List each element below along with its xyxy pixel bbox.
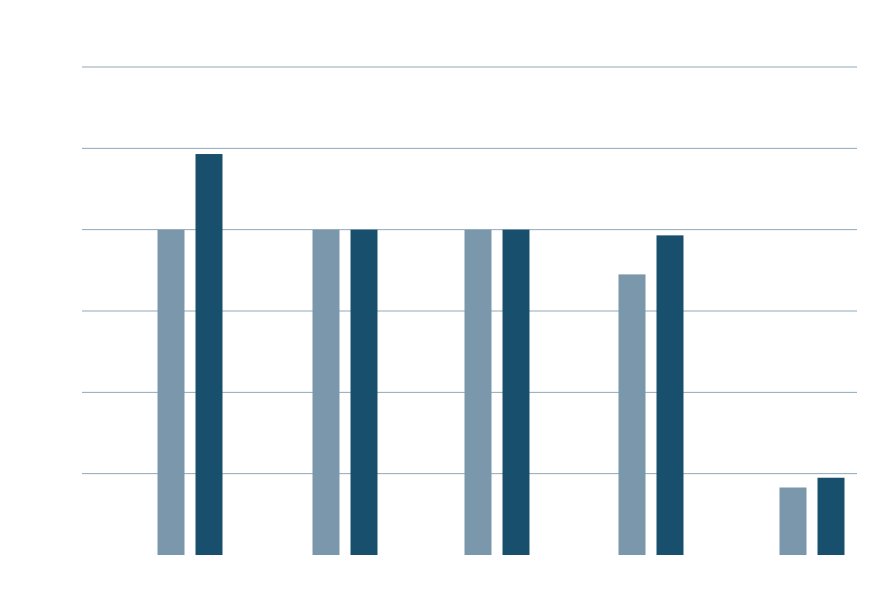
bar-series2-category5 (817, 477, 845, 555)
bar-series2-category4 (656, 235, 684, 556)
bar-series1-category3 (464, 229, 492, 555)
bar-series2-category2 (350, 229, 378, 555)
bar-series2-category1 (195, 154, 223, 555)
bar-series1-category1 (157, 229, 185, 555)
bar-series1-category5 (779, 487, 807, 555)
bar-series1-category4 (618, 274, 646, 555)
bar-series2-category3 (502, 229, 530, 555)
bar-series1-category2 (312, 229, 340, 555)
bars (157, 154, 845, 556)
